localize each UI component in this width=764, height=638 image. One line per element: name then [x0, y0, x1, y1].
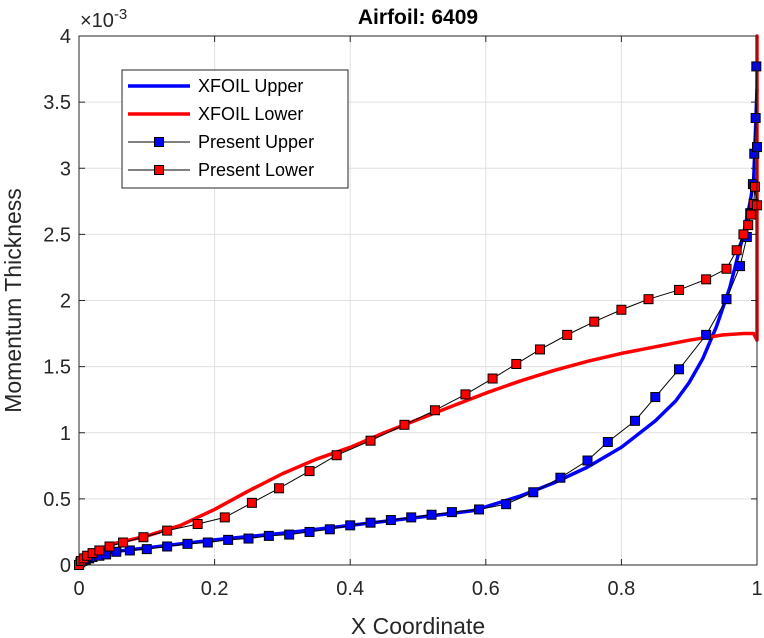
legend-label: XFOIL Lower — [198, 104, 303, 124]
data-point — [749, 181, 760, 192]
data-point — [243, 533, 254, 544]
data-point — [501, 499, 512, 510]
legend-label: XFOIL Upper — [198, 76, 303, 96]
data-point — [182, 538, 193, 549]
data-point — [701, 329, 712, 340]
data-point — [735, 261, 746, 272]
legend-swatch-marker — [154, 165, 164, 175]
x-tick-label: 1 — [751, 578, 762, 600]
data-point — [365, 435, 376, 446]
x-axis-label: X Coordinate — [351, 613, 485, 638]
data-point — [331, 450, 342, 461]
x-tick-label: 0.8 — [607, 578, 635, 600]
data-point — [202, 537, 213, 548]
y-axis-label: Momentum Thickness — [0, 188, 26, 413]
data-point — [721, 263, 732, 274]
data-point — [274, 483, 285, 494]
data-point — [192, 519, 203, 530]
x-tick-label: 0.4 — [336, 578, 364, 600]
data-point — [721, 294, 732, 305]
data-point — [629, 415, 640, 426]
y-tick-label: 1.5 — [43, 357, 71, 379]
data-point — [750, 112, 761, 123]
data-point — [365, 517, 376, 528]
data-point — [124, 545, 135, 556]
series-line — [77, 34, 759, 567]
legend-swatch-marker — [154, 137, 164, 147]
data-point — [162, 541, 173, 552]
data-point — [674, 364, 685, 375]
y-tick-label: 3.5 — [43, 92, 71, 114]
legend-item: Present Upper — [128, 132, 314, 152]
data-point — [426, 509, 437, 520]
y-tick-label: 0 — [60, 555, 71, 577]
data-point — [219, 512, 230, 523]
data-point — [406, 512, 417, 523]
legend-label: Present Lower — [198, 160, 314, 180]
data-point — [118, 537, 129, 548]
data-point — [528, 487, 539, 498]
data-point — [751, 61, 762, 72]
data-point — [745, 209, 756, 220]
y-tick-label: 0.5 — [43, 489, 71, 511]
y-tick-label: 3 — [60, 158, 71, 180]
legend: XFOIL Upper XFOIL Lower Present Upper Prese… — [121, 69, 349, 189]
data-point — [731, 245, 742, 256]
data-point — [94, 545, 105, 556]
data-point — [616, 304, 627, 315]
data-point — [743, 220, 754, 231]
data-point — [589, 316, 600, 327]
data-point — [582, 455, 593, 466]
data-point — [674, 284, 685, 295]
legend-item: XFOIL Lower — [128, 104, 303, 124]
data-point — [487, 373, 498, 384]
data-point — [111, 546, 122, 557]
data-point — [345, 520, 356, 531]
data-point — [385, 515, 396, 526]
series-layer — [74, 34, 762, 570]
data-point — [324, 524, 335, 535]
data-point — [104, 541, 115, 552]
data-point — [446, 507, 457, 518]
series-xfoil-lower — [77, 34, 759, 567]
data-point — [246, 497, 257, 508]
data-point — [138, 532, 149, 543]
data-point — [162, 525, 173, 536]
x-tick-label: 0.2 — [201, 578, 229, 600]
y-axis-exponent: ×10-3 — [80, 6, 127, 32]
y-tick-label: 2 — [60, 291, 71, 313]
series-present-lower — [74, 181, 762, 570]
data-point — [304, 526, 315, 537]
data-point — [460, 389, 471, 400]
data-point — [304, 466, 315, 477]
legend-item: XFOIL Upper — [128, 76, 303, 96]
data-point — [555, 472, 566, 483]
data-point — [650, 392, 661, 403]
data-point — [562, 329, 573, 340]
data-point — [643, 294, 654, 305]
data-point — [284, 529, 295, 540]
data-point — [399, 419, 410, 430]
data-point — [602, 437, 613, 448]
data-point — [223, 534, 234, 545]
data-point — [535, 344, 546, 355]
data-point — [511, 358, 522, 369]
data-point — [429, 405, 440, 416]
x-tick-label: 0 — [73, 578, 84, 600]
legend-label: Present Upper — [198, 132, 314, 152]
x-tick-label: 0.6 — [472, 578, 500, 600]
data-point — [263, 530, 274, 541]
y-tick-label: 2.5 — [43, 224, 71, 246]
chart-title: Airfoil: 6409 — [358, 6, 478, 29]
data-point — [141, 544, 152, 555]
data-point — [738, 229, 749, 240]
y-tick-label: 1 — [60, 423, 71, 445]
data-point — [701, 274, 712, 285]
data-point — [474, 504, 485, 515]
y-tick-label: 4 — [60, 26, 71, 48]
legend-item: Present Lower — [128, 160, 314, 180]
ticks: 0 0.2 0.4 0.6 0.8 1 0 0.5 1 1.5 2 2.5 3 3.5 4 — [43, 26, 762, 600]
